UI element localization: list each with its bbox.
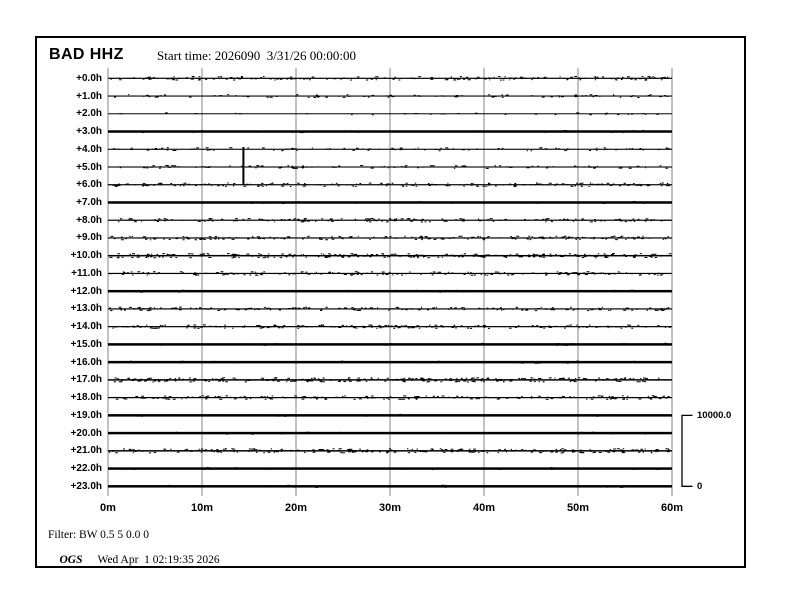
trace-noise bbox=[112, 147, 671, 152]
row-label: +10.0h bbox=[70, 250, 102, 262]
x-tick-label: 0m bbox=[100, 502, 116, 514]
trace-baseline bbox=[108, 485, 672, 488]
trace-noise bbox=[108, 182, 671, 187]
trace-baseline bbox=[108, 326, 672, 328]
row-label: +20.0h bbox=[70, 427, 102, 439]
row-label: +4.0h bbox=[76, 143, 102, 155]
trace-noise bbox=[119, 112, 659, 116]
trace-noise bbox=[121, 467, 660, 471]
trace-baseline bbox=[108, 397, 672, 399]
row-label: +22.0h bbox=[70, 463, 102, 475]
row-label: +19.0h bbox=[70, 409, 102, 421]
row-label: +6.0h bbox=[76, 179, 102, 191]
trace-baseline bbox=[108, 201, 672, 204]
row-label: +15.0h bbox=[70, 338, 102, 350]
trace-noise bbox=[114, 395, 670, 400]
trace-noise bbox=[109, 306, 670, 312]
row-label: +16.0h bbox=[70, 356, 102, 368]
x-tick-label: 10m bbox=[190, 502, 214, 514]
row-label: +1.0h bbox=[76, 90, 102, 102]
row-label: +18.0h bbox=[70, 392, 102, 404]
trace-baseline bbox=[108, 272, 672, 275]
agency-label: OGS bbox=[59, 554, 83, 566]
trace-baseline bbox=[108, 254, 672, 257]
trace-baseline bbox=[108, 166, 672, 168]
trace-noise bbox=[114, 94, 669, 98]
trace-baseline bbox=[108, 77, 672, 79]
generated-time-label: Wed Apr 1 02:19:35 2026 bbox=[97, 554, 220, 566]
trace-noise bbox=[108, 360, 636, 364]
station-title: BAD HHZ bbox=[49, 46, 124, 63]
x-tick-label: 40m bbox=[472, 502, 496, 514]
trace-baseline bbox=[108, 414, 672, 417]
amplitude-scale-bracket bbox=[681, 414, 693, 487]
credit-line: OGS Wed Apr 1 02:19:35 2026 bbox=[48, 542, 220, 578]
trace-baseline bbox=[108, 95, 672, 97]
row-label: +7.0h bbox=[76, 196, 102, 208]
trace-noise bbox=[119, 130, 645, 134]
x-tick-label: 20m bbox=[284, 502, 308, 514]
trace-noise bbox=[112, 431, 646, 435]
trace-baseline bbox=[108, 289, 672, 293]
filter-label: Filter: BW 0.5 5 0.0 0 bbox=[48, 529, 150, 541]
row-label: +9.0h bbox=[76, 232, 102, 244]
trace-noise bbox=[113, 377, 669, 383]
trace-noise bbox=[118, 217, 671, 223]
trace-baseline bbox=[108, 308, 672, 310]
row-label: +11.0h bbox=[71, 267, 102, 279]
trace-baseline bbox=[108, 113, 672, 115]
row-label: +14.0h bbox=[70, 321, 102, 333]
row-label: +12.0h bbox=[70, 285, 102, 297]
row-label: +3.0h bbox=[76, 126, 102, 138]
trace-baseline bbox=[108, 379, 672, 381]
x-tick-label: 50m bbox=[566, 502, 590, 514]
trace-baseline bbox=[108, 148, 672, 150]
x-tick-label: 60m bbox=[660, 502, 684, 514]
trace-noise bbox=[145, 484, 663, 488]
trace-noise bbox=[109, 271, 664, 276]
row-label: +8.0h bbox=[76, 214, 102, 226]
row-label: +5.0h bbox=[76, 161, 102, 173]
trace-noise bbox=[119, 201, 662, 204]
row-label: +2.0h bbox=[76, 108, 102, 120]
scale-max-label: 10000.0 bbox=[697, 410, 732, 421]
trace-noise bbox=[110, 76, 669, 81]
trace-baseline bbox=[108, 467, 672, 470]
trace-baseline bbox=[108, 360, 672, 364]
row-label: +23.0h bbox=[70, 480, 102, 492]
trace-noise bbox=[112, 324, 671, 329]
trace-noise bbox=[110, 235, 669, 241]
trace-noise bbox=[122, 289, 635, 293]
trace-noise bbox=[140, 342, 669, 346]
event-spike bbox=[242, 147, 245, 185]
trace-noise bbox=[113, 413, 632, 417]
start-time-label: Start time: 2026090 3/31/26 00:00:00 bbox=[157, 48, 356, 63]
trace-baseline bbox=[108, 130, 672, 133]
x-tick-label: 30m bbox=[378, 502, 402, 514]
scale-min-label: 0 bbox=[697, 481, 703, 492]
row-label: +13.0h bbox=[70, 303, 102, 315]
trace-baseline bbox=[108, 184, 672, 186]
row-label: +17.0h bbox=[70, 374, 102, 386]
trace-baseline bbox=[108, 431, 672, 435]
row-label: +21.0h bbox=[70, 445, 102, 457]
trace-noise bbox=[109, 253, 672, 259]
trace-baseline bbox=[108, 343, 672, 346]
trace-baseline bbox=[108, 450, 672, 452]
trace-noise bbox=[119, 165, 668, 169]
row-label: +0.0h bbox=[76, 72, 102, 84]
trace-noise bbox=[108, 448, 671, 454]
